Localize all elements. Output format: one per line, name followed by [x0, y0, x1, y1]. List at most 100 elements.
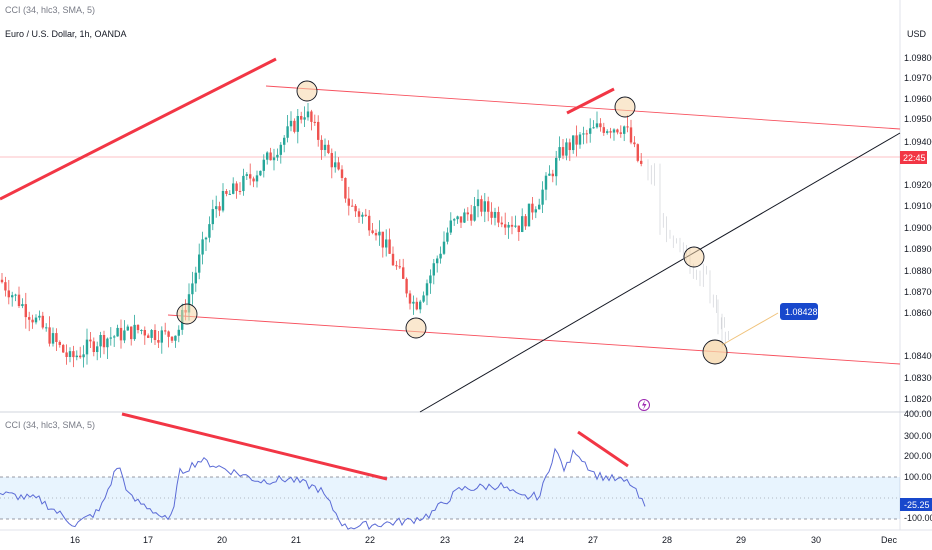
- symbol-title: Euro / U.S. Dollar, 1h, OANDA: [5, 29, 127, 39]
- candle-body: [174, 335, 177, 341]
- candle-body: [99, 335, 102, 347]
- candle-body: [405, 278, 408, 294]
- candle-body: [266, 152, 269, 160]
- candle-body: [402, 267, 405, 279]
- candle-body: [204, 237, 208, 240]
- candle-body: [337, 162, 340, 170]
- candle-body: [412, 301, 415, 304]
- candle-body: [473, 206, 476, 221]
- marker-circle[interactable]: [614, 96, 636, 118]
- candle-body: [514, 225, 517, 227]
- candle-body: [41, 315, 44, 328]
- candle-body: [17, 294, 21, 307]
- candle-body: [14, 294, 17, 296]
- candle-body: [463, 212, 466, 223]
- candle-body: [585, 133, 588, 135]
- candle-body: [541, 189, 544, 205]
- current-price-badge[interactable]: [900, 151, 927, 164]
- target-label-badge[interactable]: [780, 303, 818, 320]
- candlestick-series[interactable]: [0, 103, 729, 368]
- marker-circle[interactable]: [296, 80, 318, 102]
- cci-value-badge[interactable]: [900, 498, 932, 511]
- time-tick: 21: [291, 535, 301, 545]
- candle-body: [276, 154, 279, 158]
- candle-body: [602, 127, 605, 133]
- candle-body: [116, 327, 119, 337]
- candle-body: [102, 335, 106, 348]
- candle-body: [262, 159, 265, 171]
- marker-circle[interactable]: [176, 303, 198, 325]
- candle-body: [198, 254, 201, 273]
- cci-line[interactable]: [0, 447, 646, 531]
- candle-body: [147, 335, 150, 338]
- candle-body: [126, 326, 129, 331]
- candle-body: [371, 230, 374, 234]
- candle-body: [381, 231, 384, 248]
- candle-body: [619, 132, 622, 134]
- candle-body: [623, 126, 626, 134]
- candle-body: [317, 121, 320, 140]
- trend-line-top[interactable]: [566, 87, 615, 115]
- marker-circle[interactable]: [405, 317, 427, 339]
- price-tick: 1.08400: [904, 351, 932, 361]
- price-axis[interactable]: 1.09800 1.09700 1.09600 1.09500 1.09400 …: [904, 53, 932, 404]
- marker-circle[interactable]: [702, 339, 728, 365]
- time-axis[interactable]: 16 17 20 21 22 23 24 27 28 29 30 Dec: [70, 535, 898, 545]
- candle-body: [534, 209, 537, 213]
- cci-value-text: -25.25: [904, 500, 930, 510]
- candle-body: [65, 352, 68, 357]
- candle-body: [442, 241, 446, 254]
- candle-body: [296, 116, 299, 132]
- candle-body: [68, 351, 72, 357]
- marker-circle[interactable]: [683, 246, 705, 268]
- candle-body: [531, 203, 534, 213]
- candle-body: [616, 129, 619, 133]
- candle-body: [606, 131, 609, 133]
- price-tick: 1.09400: [904, 137, 932, 147]
- candle-body: [238, 190, 242, 192]
- target-label-text: 1.08428: [785, 307, 818, 317]
- candle-body: [11, 295, 14, 298]
- candle-body: [599, 123, 602, 128]
- lightning-icon[interactable]: [638, 399, 650, 411]
- candle-body: [378, 231, 381, 236]
- candle-body: [177, 329, 180, 336]
- candle-body: [483, 201, 486, 212]
- candle-body: [629, 127, 633, 143]
- candle-body: [252, 178, 255, 182]
- channel-upper-line[interactable]: [265, 85, 901, 130]
- candle-body: [391, 253, 395, 266]
- cci-divergence-line[interactable]: [121, 412, 388, 481]
- trend-line-left[interactable]: [0, 57, 277, 201]
- price-tick: 1.09700: [904, 73, 932, 83]
- candle-body: [4, 282, 7, 291]
- candle-body: [96, 346, 99, 353]
- candle-body: [429, 275, 432, 284]
- channel-lower-line[interactable]: [167, 314, 901, 365]
- candle-body: [143, 329, 146, 336]
- candle-body: [272, 157, 276, 161]
- candle-body: [55, 333, 58, 342]
- candle-body: [385, 239, 388, 248]
- candle-body: [470, 214, 473, 221]
- price-tick: 1.09200: [904, 180, 932, 190]
- candle-body: [283, 137, 286, 145]
- cci-tick: 200.00: [904, 451, 932, 461]
- support-trend-line[interactable]: [419, 132, 901, 413]
- candle-body: [419, 301, 422, 310]
- candle-body: [293, 120, 296, 132]
- cci-tick: 300.00: [904, 431, 932, 441]
- cci-axis[interactable]: 400.00 300.00 200.00 100.00 -100.00: [904, 409, 932, 523]
- candle-body: [334, 162, 337, 168]
- candle-body: [167, 331, 170, 337]
- candle-body: [31, 319, 34, 323]
- candle-body: [38, 315, 41, 318]
- candle-body: [415, 301, 418, 310]
- candle-body: [228, 193, 231, 195]
- candle-body: [89, 339, 92, 342]
- candle-body: [487, 201, 490, 212]
- cci-divergence-line[interactable]: [577, 430, 629, 468]
- price-tick: 1.08800: [904, 266, 932, 276]
- candle-body: [561, 147, 565, 156]
